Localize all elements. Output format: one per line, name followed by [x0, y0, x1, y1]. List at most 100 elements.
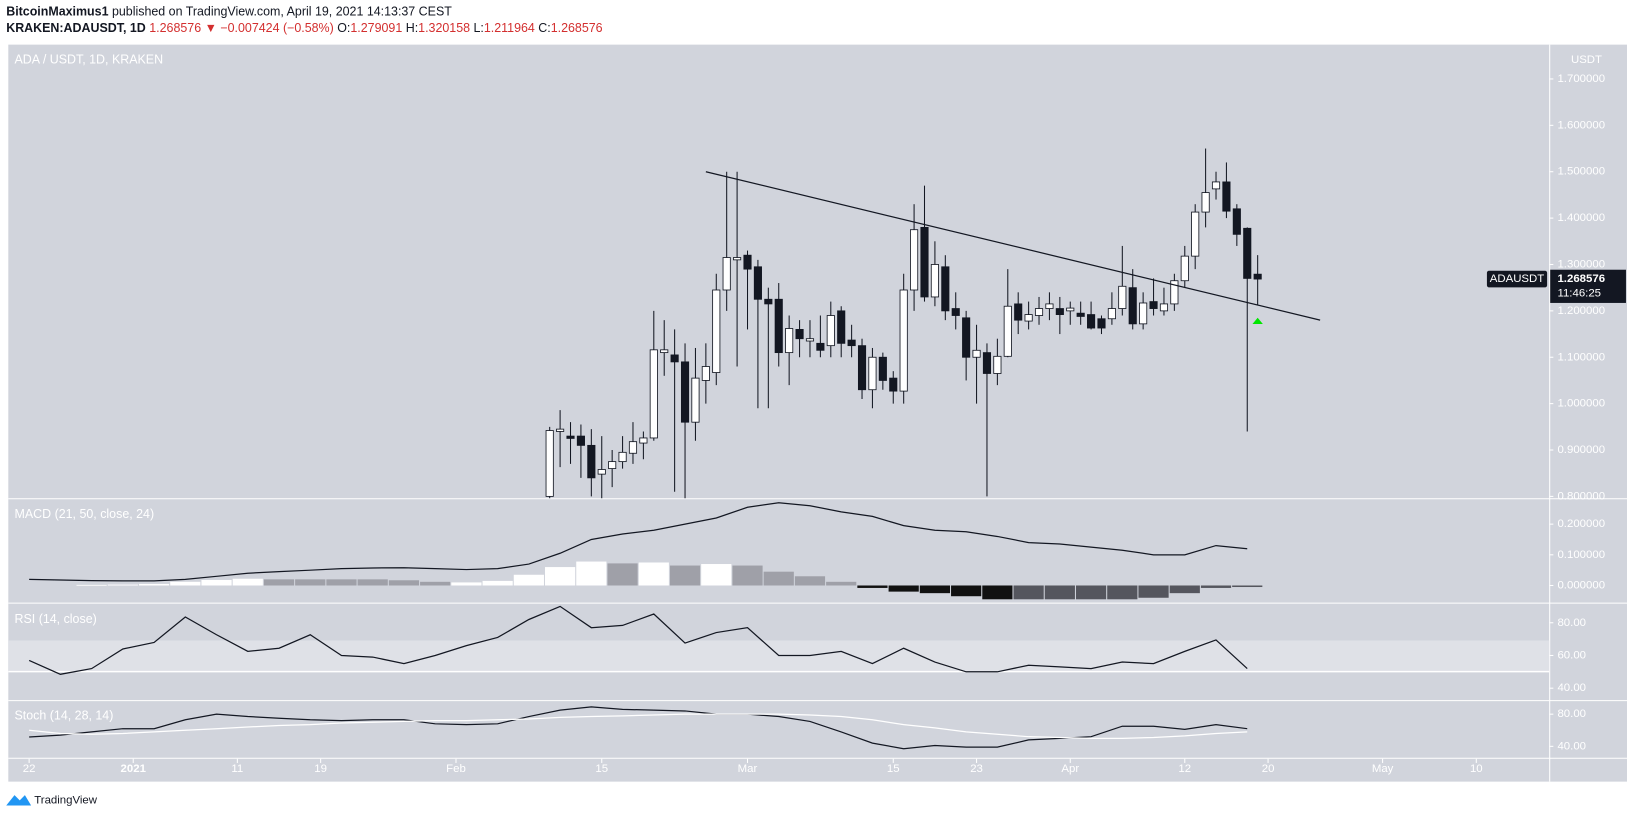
histogram-bar	[888, 585, 919, 592]
candle-body	[1097, 318, 1106, 329]
pane	[545, 148, 1321, 499]
histogram-bar	[107, 584, 138, 586]
x-tick-label: Mar	[738, 763, 758, 775]
candle-body	[1076, 312, 1085, 317]
ohlc-label: H:	[406, 21, 418, 35]
histogram-bar	[669, 565, 701, 586]
candle-body	[972, 349, 981, 358]
candle-body	[1253, 273, 1262, 280]
candle-body	[680, 361, 690, 423]
candle-body	[1024, 314, 1033, 322]
ohlc-value: 1.211964	[484, 21, 535, 35]
candle-body	[1149, 301, 1158, 309]
x-tick-label: Feb	[446, 763, 466, 775]
candle-body	[982, 352, 992, 374]
y-tick-label: 60.00	[1557, 649, 1586, 661]
candle-body	[1139, 302, 1148, 325]
histogram-bar	[1232, 585, 1263, 588]
histogram-bar	[1200, 585, 1232, 588]
y-tick-label: 0.900000	[1557, 444, 1605, 456]
histogram-bar	[513, 574, 544, 586]
pane-title: RSI (14, close)	[15, 612, 97, 626]
y-tick-label: 0.100000	[1557, 549, 1605, 561]
candle-body	[1128, 287, 1137, 325]
y-tick-label: 1.400000	[1557, 212, 1605, 224]
ohlc-label: C:	[538, 21, 550, 35]
histogram-bar	[170, 581, 201, 586]
candle-body	[993, 355, 1002, 374]
candle-body	[1159, 303, 1169, 312]
candle-body	[805, 338, 815, 342]
histogram-bar	[451, 582, 482, 586]
x-tick-label: 23	[970, 763, 983, 775]
footer-logo	[6, 795, 32, 806]
candle-body	[1107, 308, 1116, 320]
candle-body	[691, 377, 700, 423]
y-tick-label: 80.00	[1557, 708, 1586, 720]
candle-body	[1066, 307, 1075, 312]
pane-title: ADA / USDT, 1D, KRAKEN	[15, 52, 164, 66]
header-line: BitcoinMaximus1 published on TradingView…	[6, 5, 452, 19]
candle-body	[1003, 305, 1012, 357]
y-tick-label: 1.500000	[1557, 166, 1605, 178]
pane-title: Stoch (14, 28, 14)	[15, 709, 114, 723]
candle-body	[628, 441, 638, 454]
histogram-bar	[794, 576, 826, 586]
ohlc-value: 1.279091	[350, 21, 402, 35]
candle-body	[576, 435, 585, 446]
candle-body	[1118, 285, 1127, 309]
y-tick-label: 1.700000	[1557, 73, 1605, 85]
histogram-bar	[295, 579, 326, 586]
candle-body	[910, 229, 919, 291]
published: published on TradingView.com, April 19, …	[112, 5, 452, 19]
symbol: KRAKEN:ADAUSDT, 1D	[6, 21, 146, 35]
histogram-bar	[1013, 585, 1044, 600]
histogram-bar	[263, 579, 295, 586]
ohlc-label: O:	[337, 21, 350, 35]
symbol-tag	[1486, 270, 1548, 288]
x-tick-label: 12	[1178, 763, 1191, 775]
candle-body	[962, 317, 971, 358]
price: 1.268576	[149, 21, 201, 35]
candle-body	[670, 354, 679, 363]
candle-body	[660, 349, 669, 354]
histogram-bar	[357, 579, 388, 586]
y-tick-label: 40.00	[1557, 740, 1586, 752]
histogram-bar	[388, 580, 420, 586]
histogram-bar	[576, 561, 607, 586]
axis-title: USDT	[1571, 54, 1602, 66]
x-tick-label: 19	[314, 763, 327, 775]
y-tick-label: 1.100000	[1557, 351, 1605, 363]
indicator-line	[28, 605, 1248, 675]
histogram-bar	[607, 563, 638, 586]
candle-body	[1243, 227, 1252, 279]
trendline	[705, 171, 1321, 321]
histogram-bar	[1044, 585, 1075, 600]
candle-body	[701, 366, 710, 381]
candle-body	[930, 264, 939, 298]
x-tick-label: 15	[887, 763, 900, 775]
y-tick-label: 40.00	[1557, 682, 1586, 694]
pane	[29, 706, 1248, 750]
x-tick-label: Apr	[1061, 763, 1079, 775]
candle-body	[1034, 308, 1044, 316]
y-tick-label: 0.800000	[1557, 490, 1605, 502]
candle-body	[556, 428, 565, 432]
ohlc-label: L:	[474, 21, 484, 35]
candle-body	[764, 298, 773, 305]
candle-body	[1180, 255, 1189, 282]
histogram-bar	[545, 567, 576, 586]
histogram-bar	[1107, 585, 1138, 600]
candle-body	[816, 342, 825, 351]
histogram-bar	[951, 585, 982, 597]
x-tick-label: 11	[231, 763, 243, 775]
change: ▼ −0.007424 (−0.58%)	[205, 21, 334, 35]
footer-brand: TradingView	[34, 794, 98, 806]
candle-body	[889, 377, 898, 392]
candle-body	[857, 345, 867, 391]
x-tick-label: May	[1372, 763, 1394, 775]
histogram-bar	[326, 579, 357, 586]
candle-body	[639, 437, 648, 444]
histogram-bar	[857, 585, 888, 588]
